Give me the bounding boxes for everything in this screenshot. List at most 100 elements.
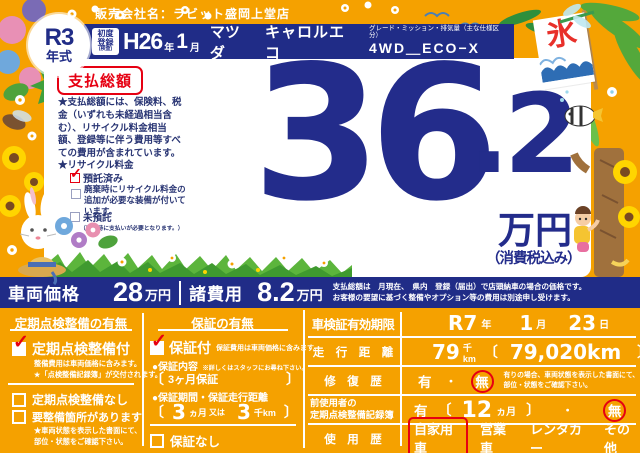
fees-unit: 万円	[296, 288, 323, 303]
repair-note2: 部位・状態をご確認下さい。	[503, 382, 592, 389]
repair-note: 有りの場合、車両状態を表示した書面にて、 部位・状態をご確認下さい。	[504, 371, 640, 391]
price-breakdown-bar: 車両価格 28 万円 諸費用 8.2 万円 支払総額は 月現在、 県内 登録（届…	[0, 277, 640, 308]
month-unit: 月	[189, 43, 200, 54]
dragonfly-icon	[559, 3, 595, 29]
warranty-period-or: 又は	[208, 407, 225, 417]
row-divider	[308, 394, 636, 396]
bracket-close: 〕	[283, 404, 298, 420]
column-divider	[142, 313, 144, 446]
shaken-year-unit: 年	[481, 319, 492, 331]
shaken-month-unit: 月	[536, 319, 547, 331]
record-no: 無	[607, 404, 622, 419]
inspection-included-label: 定期点検整備付	[32, 341, 130, 357]
repair-history-label: 修 復 歴	[324, 376, 382, 388]
warranty-included-label: 保証付	[169, 340, 211, 356]
recycle-equip-note: 廃棄時にリサイクル料金の追加が必要な装備が付いています。	[84, 184, 186, 217]
warranty-content-value: 3ヶ月保証	[168, 374, 219, 386]
record-no-circled: 無	[603, 398, 627, 422]
model-year-disc: R3 年式	[28, 14, 90, 76]
bracket-open: 〔	[150, 404, 164, 420]
record-months-unit: ヵ月	[496, 406, 517, 418]
bracket-close: 〕	[286, 371, 300, 387]
recycle-deposited-label: 預託済み	[83, 174, 123, 185]
grade-label: グレード・ミッション・排気量（主な仕様区分）	[369, 24, 499, 40]
unchecked-checkbox-icon	[71, 189, 81, 199]
bracket-close: 〕	[637, 342, 640, 362]
first-reg-note: (検査)	[98, 46, 113, 53]
repair-history-value: 有 ・ 無 有りの場合、車両状態を表示した書面にて、 部位・状態をご確認下さい。	[402, 368, 639, 394]
usage-other: その他	[604, 422, 631, 453]
mileage-thousand: 79	[432, 340, 460, 364]
white-flowers-left-icon	[7, 95, 37, 255]
warranty-period-months-unit: ヵ月	[188, 407, 207, 418]
shaken-expiry-label: 車検証有効期限	[311, 318, 395, 332]
mileage-label: 走 行 距 離	[312, 347, 394, 359]
red-check-icon: ✓	[151, 331, 167, 352]
ice-kanji: 氷	[544, 16, 579, 54]
vehicle-price-unit: 万円	[145, 288, 172, 303]
warranty-period-months: 3	[172, 400, 186, 424]
usage-history-value: 自家用車 営業車 レンタカー その他	[402, 417, 640, 453]
repair-no-circled: 無	[470, 369, 494, 393]
model-year-value: R3	[44, 24, 75, 51]
usage-history-label: 使 用 歴	[324, 434, 382, 446]
mileage-value: 79 千km 〔 79,020km 〕	[402, 340, 640, 364]
first-reg-era-year: H26	[123, 28, 163, 54]
row-divider	[308, 423, 636, 425]
warranty-period-km-unit: 千km	[253, 407, 276, 418]
inspection-needed-item: 要整備箇所があります	[12, 409, 142, 425]
warranty-content-label: ●保証内容	[152, 362, 199, 373]
recycle-none-subnote: （廃棄時に支払いが必要となります。）	[80, 226, 184, 232]
unchecked-checkbox-icon	[12, 392, 26, 407]
model-name: キャロルエコ	[265, 23, 346, 62]
total-price-unit: 万円	[498, 210, 572, 251]
dealer-label: 販売会社名：	[95, 7, 174, 21]
first-reg-line1: 初度	[97, 29, 114, 38]
shaken-day-unit: 日	[599, 319, 610, 331]
warranty-included-item: ✓ 保証付 保証費用は車両価格に含みます。	[150, 332, 320, 358]
usage-private-selected: 自家用車	[408, 417, 468, 453]
price-bar-notes: 支払総額は 月現在、 県内 登録（届出）で店頭納車の場合の価格です。 お客様の要…	[333, 282, 587, 303]
warranty-content-row: ●保証内容 ※詳しくはスタッフにお尋ね下さい。	[152, 357, 308, 375]
inspection-notes: 整備費用は車両価格に含みます。 ★「点検整備記録簿」が交付されます。	[34, 359, 162, 381]
usage-rental: レンタカー	[530, 422, 583, 453]
checked-checkbox-icon: ✓	[12, 333, 29, 356]
warranty-content-note: ※詳しくはスタッフにお尋ね下さい。	[202, 365, 308, 372]
unchecked-checkbox-icon	[150, 433, 164, 448]
inspection-needed-label: 要整備箇所があります	[32, 412, 142, 424]
mileage-unit: 千km	[462, 342, 476, 364]
bracket-open: 〔	[437, 402, 452, 418]
repair-note1: 有りの場合、車両状態を表示した書面にて、	[503, 371, 640, 379]
model-year-badge: R3 年式	[22, 12, 98, 78]
warranty-column-header: 保証の有無	[191, 317, 254, 331]
record-yes: 有	[414, 404, 428, 419]
cicada-icon	[2, 110, 32, 130]
first-reg-month: 1	[176, 29, 188, 53]
shaken-month: 1	[519, 311, 534, 335]
bracket-open: 〔	[150, 371, 164, 387]
row-divider	[308, 365, 636, 367]
vehicle-price-label: 車両価格	[8, 285, 80, 304]
red-check-icon: ✓	[13, 332, 29, 353]
inspection-bottom-notes: ★車両状態を表示した書面にて、 部位・状態をご確認下さい。	[34, 426, 141, 448]
warranty-content-value-row: 〔 3ヶ月保証 〕	[150, 369, 300, 389]
vehicle-title-bar: 初度 登録 (検査) H26 年 1 月 マツダ キャロルエコ グレード・ミッシ…	[84, 24, 514, 62]
repair-no: 無	[475, 375, 489, 390]
shaken-year: R7	[448, 311, 478, 335]
fees-label: 諸費用	[189, 285, 244, 304]
price-bar-note1: 支払総額は 月現在、 県内 登録（届出）で店頭納車の場合の価格です。	[332, 281, 587, 291]
inspection-note4: 部位・状態をご確認下さい。	[34, 436, 128, 446]
shaken-day: 23	[568, 311, 597, 335]
unchecked-checkbox-icon	[12, 410, 26, 424]
warranty-none-item: 保証なし	[150, 431, 220, 450]
record-book-label2: 定期点検整備記録簿	[310, 410, 394, 421]
tax-included-note: （消費税込み）	[486, 251, 581, 267]
dealer-value: ラビット盛岡上堂店	[173, 7, 291, 21]
section-divider	[8, 383, 134, 385]
model-year-label: 年式	[45, 49, 72, 64]
total-payment-note: ★支払総額には、保険料、税金（いずれも未経過相当含む）、リサイクル料金相当額、登…	[58, 97, 182, 160]
section-divider	[150, 424, 296, 426]
header-underline	[10, 329, 132, 331]
dealer-name: 販売会社名：ラビット盛岡上堂店	[95, 5, 290, 22]
